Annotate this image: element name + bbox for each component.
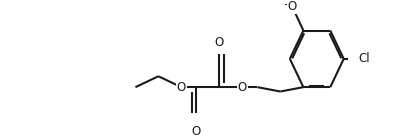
- Text: O: O: [215, 36, 224, 49]
- Text: O: O: [177, 81, 186, 94]
- Text: O: O: [192, 125, 201, 138]
- Text: O: O: [287, 0, 297, 13]
- Text: Cl: Cl: [359, 52, 370, 65]
- Text: O: O: [238, 81, 247, 94]
